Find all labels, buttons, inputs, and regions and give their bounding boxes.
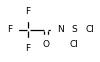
Text: F: F <box>25 44 31 53</box>
Text: F: F <box>7 25 13 34</box>
Text: S: S <box>71 25 77 34</box>
Text: O: O <box>42 40 50 49</box>
Text: Cl: Cl <box>86 25 94 34</box>
Text: F: F <box>25 7 31 16</box>
Text: N: N <box>57 25 63 34</box>
Text: Cl: Cl <box>70 40 78 49</box>
